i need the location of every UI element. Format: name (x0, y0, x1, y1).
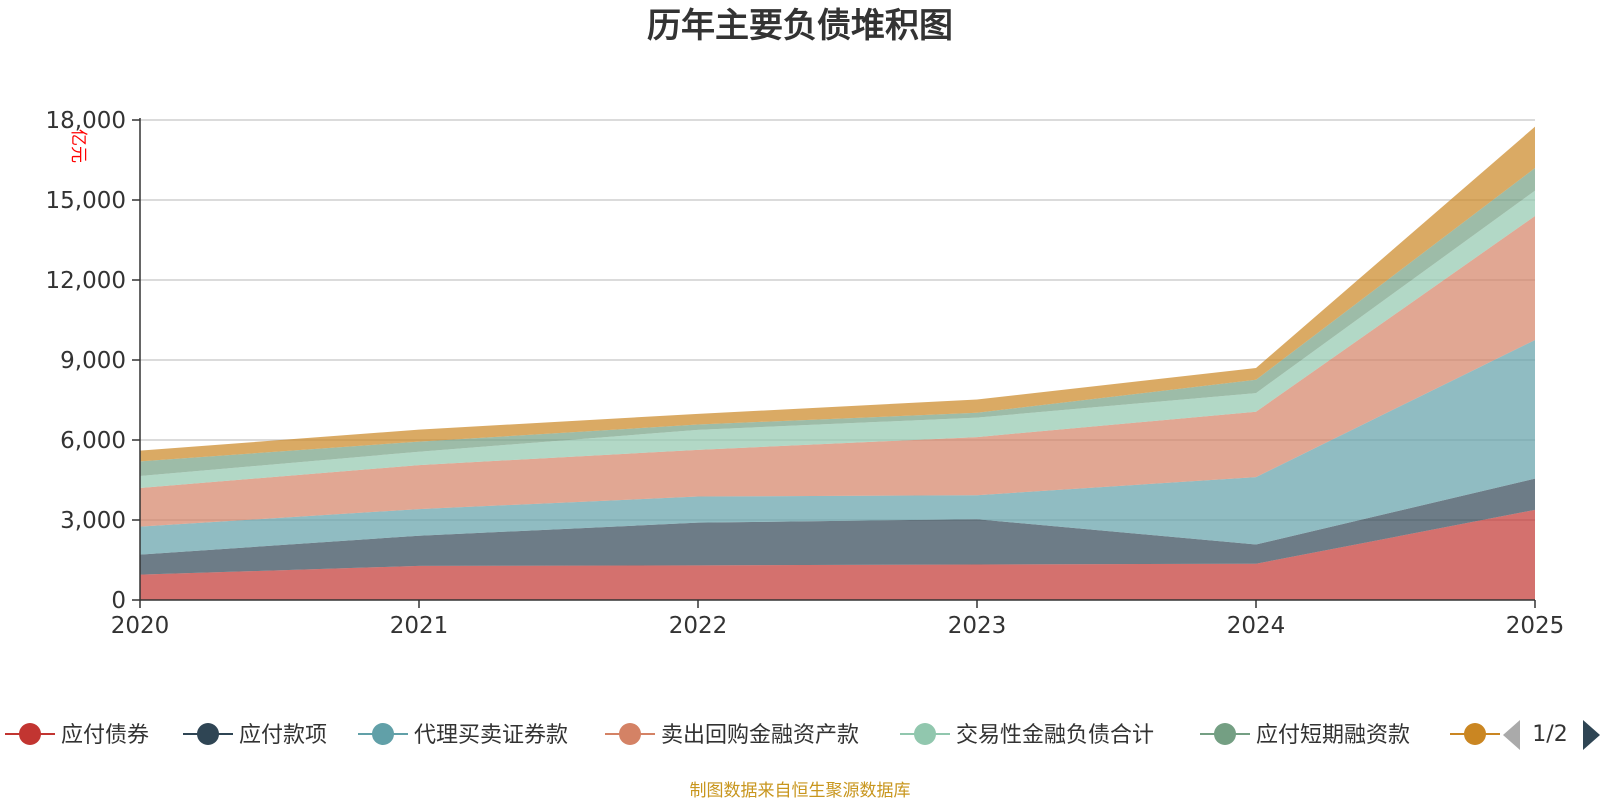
legend-label: 应付款项 (239, 723, 327, 748)
legend-page-indicator: 1/2 (1532, 722, 1567, 747)
legend-marker-icon (619, 723, 641, 745)
legend-marker-icon (372, 723, 394, 745)
y-axis-unit-label: 亿元 (68, 129, 88, 163)
legend-marker-icon (19, 723, 41, 745)
legend-label: 代理买卖证券款 (414, 723, 568, 748)
area-series[interactable] (140, 126, 1535, 462)
legend-pager[interactable]: 1/2 (1503, 720, 1600, 750)
legend-item[interactable] (1450, 723, 1500, 745)
x-tick-label: 2022 (669, 613, 728, 639)
y-tick-label: 12,000 (46, 268, 126, 294)
y-tick-label: 9,000 (60, 348, 126, 374)
area-series[interactable] (140, 168, 1535, 476)
legend-label: 交易性金融负债合计 (956, 723, 1154, 748)
legend-item[interactable]: 卖出回购金融资产款 (605, 723, 859, 748)
legend-marker-icon (197, 723, 219, 745)
legend-item[interactable]: 代理买卖证券款 (358, 723, 568, 748)
x-tick-label: 2023 (948, 613, 1007, 639)
legend-marker-icon (1464, 723, 1486, 745)
y-tick-label: 15,000 (46, 188, 126, 214)
legend-label: 应付债券 (61, 723, 149, 748)
y-tick-label: 3,000 (60, 508, 126, 534)
legend-label: 应付短期融资款 (1256, 723, 1410, 748)
area-series[interactable] (140, 478, 1535, 575)
legend[interactable]: 应付债券 应付款项 代理买卖证券款 卖出回购金融资产款 交易性金融负债合计 应付短期融资款 (5, 723, 1500, 748)
data-source-note: 制图数据来自恒生聚源数据库 (690, 781, 911, 800)
legend-item[interactable]: 交易性金融负债合计 (900, 723, 1154, 748)
tick-labels: 0 3,000 6,000 9,000 12,000 15,000 18,000 2020 20… (46, 108, 1565, 639)
axes (132, 118, 1536, 608)
chart-title: 历年主要负债堆积图 (647, 6, 953, 46)
legend-item[interactable]: 应付款项 (183, 723, 327, 748)
area-series[interactable] (140, 190, 1535, 488)
legend-item[interactable]: 应付短期融资款 (1200, 723, 1410, 748)
area-series[interactable] (140, 509, 1535, 600)
y-tick-label: 0 (111, 588, 126, 614)
legend-next-icon[interactable] (1583, 720, 1600, 750)
legend-marker-icon (1214, 723, 1236, 745)
y-tick-label: 6,000 (60, 428, 126, 454)
area-series[interactable] (140, 340, 1535, 555)
area-series-group (140, 126, 1535, 600)
x-tick-label: 2021 (390, 613, 449, 639)
x-tick-label: 2024 (1227, 613, 1286, 639)
legend-marker-icon (914, 723, 936, 745)
area-series[interactable] (140, 216, 1535, 527)
legend-item[interactable]: 应付债券 (5, 723, 149, 748)
y-tick-label: 18,000 (46, 108, 126, 134)
legend-label: 卖出回购金融资产款 (661, 723, 859, 748)
x-tick-label: 2020 (111, 613, 170, 639)
x-tick-label: 2025 (1506, 613, 1565, 639)
legend-prev-icon[interactable] (1503, 720, 1520, 750)
